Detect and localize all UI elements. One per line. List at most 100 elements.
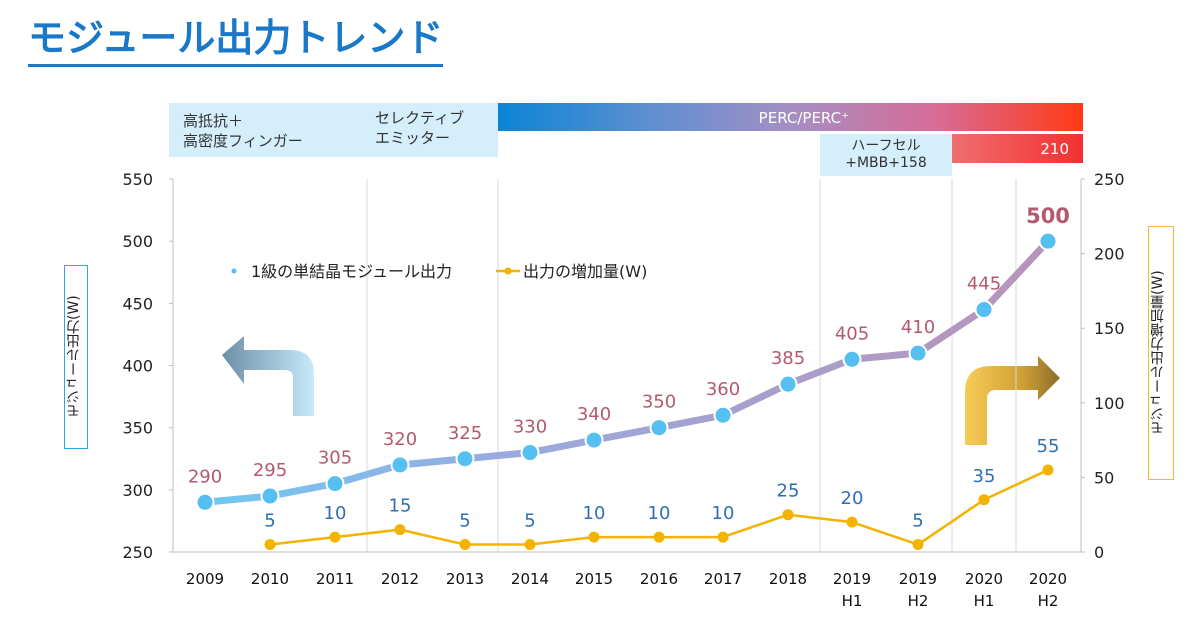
y-tick-label-right: 150 — [1094, 319, 1125, 338]
data-point-module-output — [649, 418, 669, 438]
data-label-module-output: 445 — [967, 274, 1001, 295]
data-point-increase — [264, 539, 276, 551]
data-point-module-output — [455, 449, 475, 469]
data-label-module-output: 360 — [706, 379, 740, 400]
tech-band-half-cell: ハーフセル +MBB+158 — [820, 134, 952, 176]
y-tick-label-right: 0 — [1094, 543, 1104, 562]
right-arrow-icon — [965, 356, 1060, 445]
data-label-increase: 10 — [583, 503, 606, 524]
x-tick-label: 2015 — [575, 570, 613, 588]
data-label-module-output: 290 — [188, 466, 222, 487]
data-label-increase: 25 — [777, 481, 800, 502]
x-tick-label: 2010 — [251, 570, 289, 588]
data-point-module-output — [390, 455, 410, 475]
data-label-module-output: 340 — [577, 404, 611, 425]
x-tick-label: H1 — [842, 592, 863, 610]
data-label-module-output: 350 — [642, 392, 676, 413]
data-label-increase: 5 — [264, 511, 275, 532]
data-point-module-output — [1038, 231, 1058, 251]
data-point-module-output — [325, 474, 345, 494]
data-label-increase: 10 — [712, 503, 735, 524]
data-point-increase — [1042, 464, 1054, 476]
tech-band-label: +MBB+158 — [845, 155, 927, 171]
data-label-module-output: 405 — [835, 323, 869, 344]
tech-band-selective-emitter: セレクティブ エミッター — [365, 103, 498, 157]
y-tick-label-left: 400 — [122, 357, 153, 376]
data-point-module-output — [908, 343, 928, 363]
tech-band-perc: PERC/PERC⁺ — [498, 103, 1083, 131]
data-label-increase: 5 — [524, 511, 535, 532]
x-tick-label: 2011 — [316, 570, 354, 588]
x-tick-label: 2012 — [381, 570, 419, 588]
data-point-increase — [524, 539, 536, 551]
x-tick-label: 2020 — [965, 570, 1003, 588]
data-point-module-output — [584, 430, 604, 450]
data-label-module-output: 305 — [318, 448, 352, 469]
data-label-module-output: 325 — [448, 423, 482, 444]
data-point-increase — [782, 509, 794, 521]
x-tick-label: H2 — [908, 592, 929, 610]
data-label-increase: 5 — [459, 511, 470, 532]
data-label-increase: 10 — [648, 503, 671, 524]
series-line-module-output — [201, 237, 1052, 506]
data-point-increase — [459, 539, 471, 551]
data-point-module-output — [974, 300, 994, 320]
data-point-increase — [588, 531, 600, 543]
x-tick-label: H1 — [974, 592, 995, 610]
y-ticks-right: 0 50 100 150 200 250 — [1081, 170, 1125, 562]
page-title: モジュール出力トレンド — [28, 14, 444, 67]
data-point-module-output — [195, 492, 215, 512]
tech-band-label: 高密度フィンガー — [183, 132, 303, 150]
legend: 1級の単結晶モジュール出力 出力の増加量(W) — [218, 262, 647, 281]
y-tick-label-left: 250 — [122, 543, 153, 562]
data-point-module-output — [713, 405, 733, 425]
data-label-module-output: 320 — [383, 429, 417, 450]
x-tick-label: 2019 — [899, 570, 937, 588]
data-label-module-output: 385 — [771, 348, 805, 369]
tech-band-label: 高抵抗＋ — [183, 112, 244, 130]
x-ticks: 2009 2010 2011 2012 2013 2014 2015 2016 2017 2018… — [186, 570, 1067, 610]
left-arrow-icon — [222, 336, 314, 416]
tech-band-210: 210 — [952, 134, 1083, 163]
tech-band-label: エミッター — [375, 129, 451, 147]
legend-marker-main — [230, 267, 238, 275]
data-point-increase — [846, 516, 858, 528]
tech-band-label: ハーフセル — [851, 138, 921, 154]
data-label-increase: 5 — [912, 511, 923, 532]
plot-grid — [366, 179, 1017, 552]
x-tick-label: 2018 — [769, 570, 807, 588]
data-label-increase: 20 — [841, 488, 864, 509]
data-point-module-output — [778, 374, 798, 394]
data-label-module-output: 330 — [513, 417, 547, 438]
tech-band-label: セレクティブ — [375, 109, 465, 127]
data-point-module-output — [260, 486, 280, 506]
y-tick-label-right: 200 — [1094, 245, 1125, 264]
x-tick-label: 2020 — [1029, 570, 1067, 588]
y-tick-label-left: 550 — [122, 170, 153, 189]
y-tick-label-left: 450 — [122, 294, 153, 313]
tech-band-high-resistance: 高抵抗＋ 高密度フィンガー — [169, 103, 365, 157]
x-tick-label: 2009 — [186, 570, 224, 588]
data-point-increase — [394, 524, 406, 536]
legend-label-increase: 出力の増加量(W) — [523, 262, 647, 281]
y-ticks-left: 250 300 350 400 450 500 550 — [122, 170, 173, 562]
x-tick-label: 2017 — [704, 570, 742, 588]
data-point-module-output — [842, 349, 862, 369]
data-point-increase — [717, 531, 729, 543]
data-point-increase — [329, 531, 341, 543]
data-label-increase: 15 — [389, 496, 412, 517]
data-label-increase: 55 — [1037, 436, 1060, 457]
y-tick-label-right: 250 — [1094, 170, 1125, 189]
x-tick-label: 2019 — [833, 570, 871, 588]
y-tick-label-left: 500 — [122, 232, 153, 251]
x-tick-label: 2013 — [446, 570, 484, 588]
x-tick-label: 2016 — [640, 570, 678, 588]
data-point-module-output — [520, 443, 540, 463]
data-point-increase — [978, 494, 990, 506]
data-label-increase: 35 — [973, 466, 996, 487]
y-tick-label-right: 100 — [1094, 394, 1125, 413]
legend-label-main: 1級の単結晶モジュール出力 — [251, 262, 452, 281]
legend-marker-increase — [504, 267, 512, 275]
